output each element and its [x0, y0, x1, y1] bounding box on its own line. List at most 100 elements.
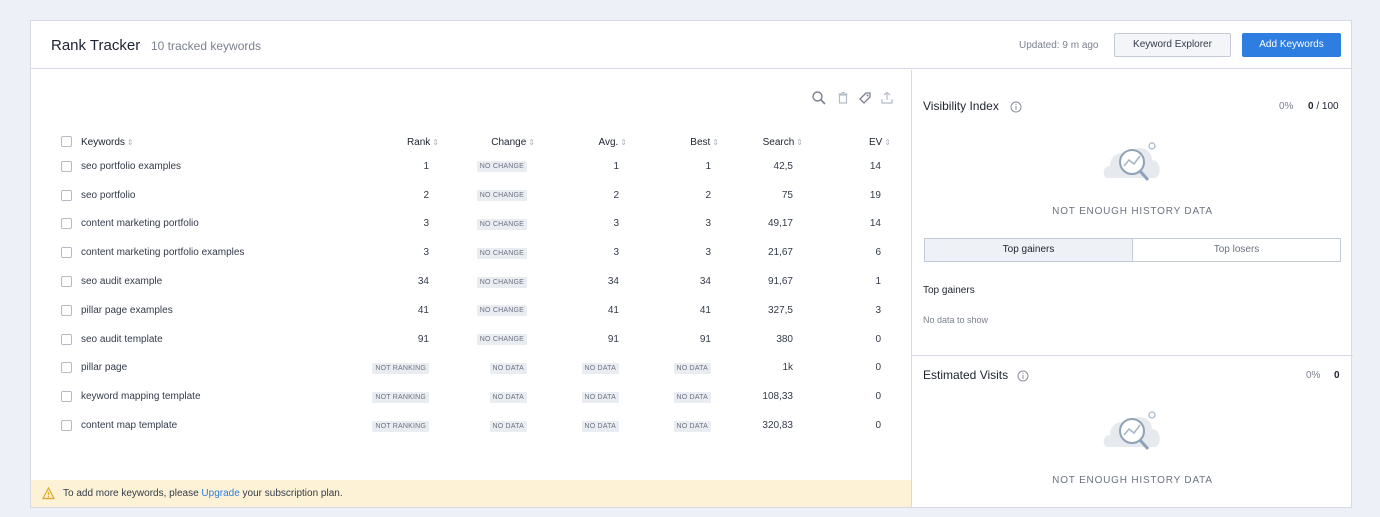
- ev-cell: 6: [803, 238, 891, 267]
- status-badge: NO CHANGE: [476, 218, 527, 230]
- best-cell-text: 41: [699, 304, 711, 316]
- upgrade-link[interactable]: Upgrade: [201, 488, 240, 499]
- status-badge: NO DATA: [581, 391, 619, 403]
- checkbox-cell: [51, 411, 81, 440]
- info-icon[interactable]: [1010, 100, 1022, 113]
- column-header-search[interactable]: Search ⇕: [762, 136, 803, 148]
- table-row[interactable]: pillar page NOT RANKING NO DATA NO DATA NO D…: [51, 354, 891, 383]
- row-checkbox[interactable]: [60, 391, 72, 403]
- checkbox-cell: [51, 325, 81, 354]
- select-all-checkbox[interactable]: [60, 136, 72, 148]
- keywords-panel: Keywords ⇕ Rank ⇕ Change ⇕ Avg. ⇕ Best ⇕ Sear…: [31, 70, 911, 508]
- status-badge: NO DATA: [673, 420, 711, 432]
- trash-icon[interactable]: [835, 90, 851, 106]
- no-data-text: No data to show: [923, 315, 989, 325]
- best-cell: 2: [627, 181, 719, 210]
- search-volume-cell-text: 1k: [782, 362, 793, 374]
- table-row[interactable]: pillar page examples 41 NO CHANGE 41 41 327,5…: [51, 296, 891, 325]
- best-cell-text: 91: [699, 333, 711, 345]
- info-icon[interactable]: [1017, 369, 1029, 382]
- best-cell-text: 3: [705, 218, 711, 230]
- change-cell: NO DATA: [439, 382, 535, 411]
- keyword-cell-text: seo portfolio examples: [81, 160, 182, 172]
- ev-cell-text: 0: [875, 333, 881, 345]
- change-cell: NO CHANGE: [439, 267, 535, 296]
- status-badge: NO DATA: [489, 391, 527, 403]
- rank-cell: 3: [321, 210, 439, 239]
- rank-cell-text: 3: [423, 247, 429, 259]
- table-row[interactable]: seo portfolio examples 1 NO CHANGE 1 1 42,5 14: [51, 152, 891, 181]
- row-checkbox[interactable]: [60, 189, 72, 201]
- ev-cell: 14: [803, 210, 891, 239]
- status-badge: NO CHANGE: [476, 161, 527, 173]
- search-volume-cell: 21,67: [719, 238, 803, 267]
- search-volume-cell-text: 75: [781, 189, 793, 201]
- search-volume-cell: 108,33: [719, 382, 803, 411]
- ev-cell: 14: [803, 152, 891, 181]
- column-header-ev[interactable]: EV ⇕: [868, 136, 891, 148]
- rank-cell: NOT RANKING: [321, 354, 439, 383]
- ev-cell: 0: [803, 382, 891, 411]
- warning-icon: [42, 486, 55, 500]
- status-badge: NO CHANGE: [476, 334, 527, 346]
- row-checkbox[interactable]: [60, 218, 72, 230]
- keywords-table: Keywords ⇕ Rank ⇕ Change ⇕ Avg. ⇕ Best ⇕ Sear…: [51, 132, 891, 440]
- search-volume-cell-text: 49,17: [767, 218, 793, 230]
- column-header-best[interactable]: Best ⇕: [690, 136, 719, 148]
- keyword-cell: pillar page: [81, 354, 321, 383]
- add-keywords-button[interactable]: Add Keywords: [1242, 33, 1341, 57]
- column-header-keywords[interactable]: Keywords ⇕: [81, 136, 134, 148]
- row-checkbox[interactable]: [60, 362, 72, 374]
- rank-cell: 2: [321, 181, 439, 210]
- movers-tabs: Top gainers Top losers: [924, 238, 1341, 262]
- column-header-avg[interactable]: Avg. ⇕: [598, 136, 627, 148]
- best-cell: 3: [627, 238, 719, 267]
- change-cell: NO CHANGE: [439, 325, 535, 354]
- checkbox-cell: [51, 354, 81, 383]
- ev-cell-text: 3: [875, 304, 881, 316]
- search-volume-cell: 380: [719, 325, 803, 354]
- keyword-cell: pillar page examples: [81, 296, 321, 325]
- tag-icon[interactable]: [857, 90, 873, 106]
- visits-value: 0: [1334, 370, 1340, 381]
- notice-text: To add more keywords, please Upgrade you…: [63, 488, 343, 499]
- row-checkbox[interactable]: [60, 276, 72, 288]
- search-icon[interactable]: [811, 90, 827, 106]
- ev-cell: 3: [803, 296, 891, 325]
- status-badge: NOT RANKING: [372, 420, 429, 432]
- keyword-explorer-button[interactable]: Keyword Explorer: [1114, 33, 1231, 57]
- row-checkbox[interactable]: [60, 160, 72, 172]
- ev-cell-text: 14: [869, 160, 881, 172]
- table-row[interactable]: content map template NOT RANKING NO DATA NO…: [51, 411, 891, 440]
- table-row[interactable]: seo audit example 34 NO CHANGE 34 34 91,67 1: [51, 267, 891, 296]
- export-icon[interactable]: [879, 90, 895, 106]
- table-row[interactable]: keyword mapping template NOT RANKING NO DA…: [51, 382, 891, 411]
- table-row[interactable]: seo portfolio 2 NO CHANGE 2 2 75 19: [51, 181, 891, 210]
- tab-top-gainers[interactable]: Top gainers: [925, 239, 1133, 261]
- column-header-change[interactable]: Change ⇕: [491, 136, 535, 148]
- search-volume-cell-text: 108,33: [762, 391, 793, 403]
- tab-top-losers[interactable]: Top losers: [1213, 244, 1260, 255]
- upgrade-notice: To add more keywords, please Upgrade you…: [31, 480, 911, 507]
- row-checkbox[interactable]: [60, 420, 72, 431]
- status-badge: NO DATA: [581, 362, 619, 374]
- table-row[interactable]: seo audit template 91 NO CHANGE 91 91 380 0: [51, 325, 891, 354]
- avg-cell-text: 91: [607, 333, 619, 345]
- table-row[interactable]: content marketing portfolio examples 3 NO …: [51, 238, 891, 267]
- visibility-empty-text: NOT ENOUGH HISTORY DATA: [1052, 206, 1213, 217]
- keyword-cell: content map template: [81, 411, 321, 440]
- metrics-panel: Visibility Index 0% 0 / 100 NOT ENOUGH H…: [911, 70, 1353, 508]
- row-checkbox[interactable]: [60, 304, 72, 316]
- ev-cell-text: 0: [875, 362, 881, 374]
- best-cell-text: 3: [705, 247, 711, 259]
- table-row[interactable]: content marketing portfolio 3 NO CHANGE 3 3 4…: [51, 210, 891, 239]
- search-volume-cell: 49,17: [719, 210, 803, 239]
- column-header-rank[interactable]: Rank ⇕: [406, 136, 439, 148]
- ev-cell-text: 6: [875, 247, 881, 259]
- avg-cell-text: 3: [613, 247, 619, 259]
- status-badge: NO CHANGE: [476, 305, 527, 317]
- change-cell: NO CHANGE: [439, 296, 535, 325]
- row-checkbox[interactable]: [60, 333, 72, 345]
- checkbox-cell: [51, 238, 81, 267]
- row-checkbox[interactable]: [60, 247, 72, 259]
